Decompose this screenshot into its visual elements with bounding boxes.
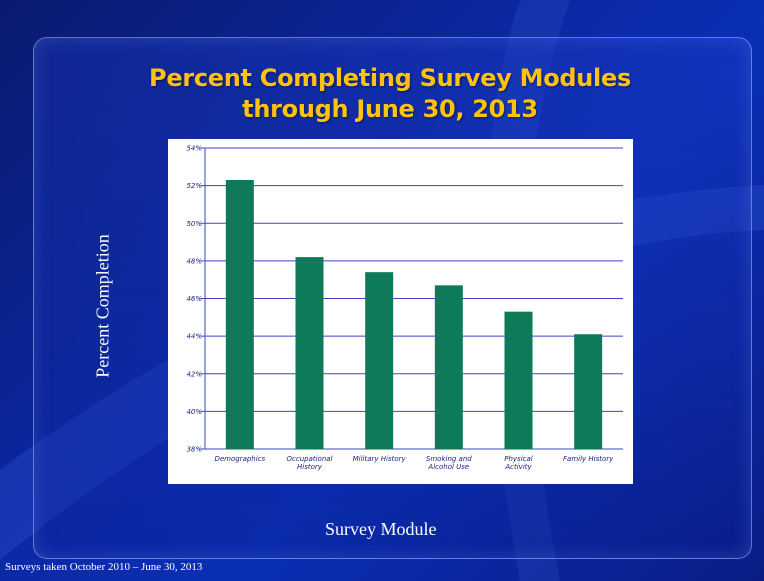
y-tick-label: 44% [186, 333, 202, 341]
x-tick-label: Military History [353, 455, 407, 463]
chart-title-line-1: Percent Completing Survey Modules [149, 64, 631, 92]
y-tick-label: 54% [186, 145, 202, 153]
y-tick-label: 50% [186, 220, 202, 228]
bar [225, 179, 254, 449]
y-tick-label: 52% [186, 182, 202, 190]
x-tick-label: Occupational History [286, 455, 332, 471]
bar [434, 285, 463, 449]
bar [574, 334, 603, 449]
y-axis-label: Percent Completion [92, 234, 113, 378]
bar [295, 257, 324, 449]
x-axis-label: Survey Module [325, 519, 437, 539]
y-tick-label: 38% [186, 446, 202, 454]
x-tick-label: Family History [563, 455, 614, 463]
x-tick-label: Demographics [214, 455, 265, 463]
chart-title: Percent Completing Survey Modules throug… [60, 63, 720, 125]
chart-area: 38% 40% 42% 44% 46% 48% 50% 52% 54% Demographics O… [168, 139, 633, 484]
x-tick-label: Physical Activity [504, 455, 533, 471]
bar [504, 311, 533, 449]
x-tick-label: Smoking and Alcohol Use [426, 455, 472, 471]
bar-chart: 38% 40% 42% 44% 46% 48% 50% 52% 54% Demographics O… [186, 145, 623, 471]
chart-title-line-2: through June 30, 2013 [242, 95, 538, 123]
y-tick-label: 42% [186, 370, 202, 378]
bar [365, 272, 394, 449]
y-tick-label: 46% [186, 295, 202, 303]
footer-note: Surveys taken October 2010 – June 30, 20… [5, 561, 203, 573]
y-tick-label: 40% [186, 408, 202, 416]
y-tick-label: 48% [186, 257, 202, 265]
